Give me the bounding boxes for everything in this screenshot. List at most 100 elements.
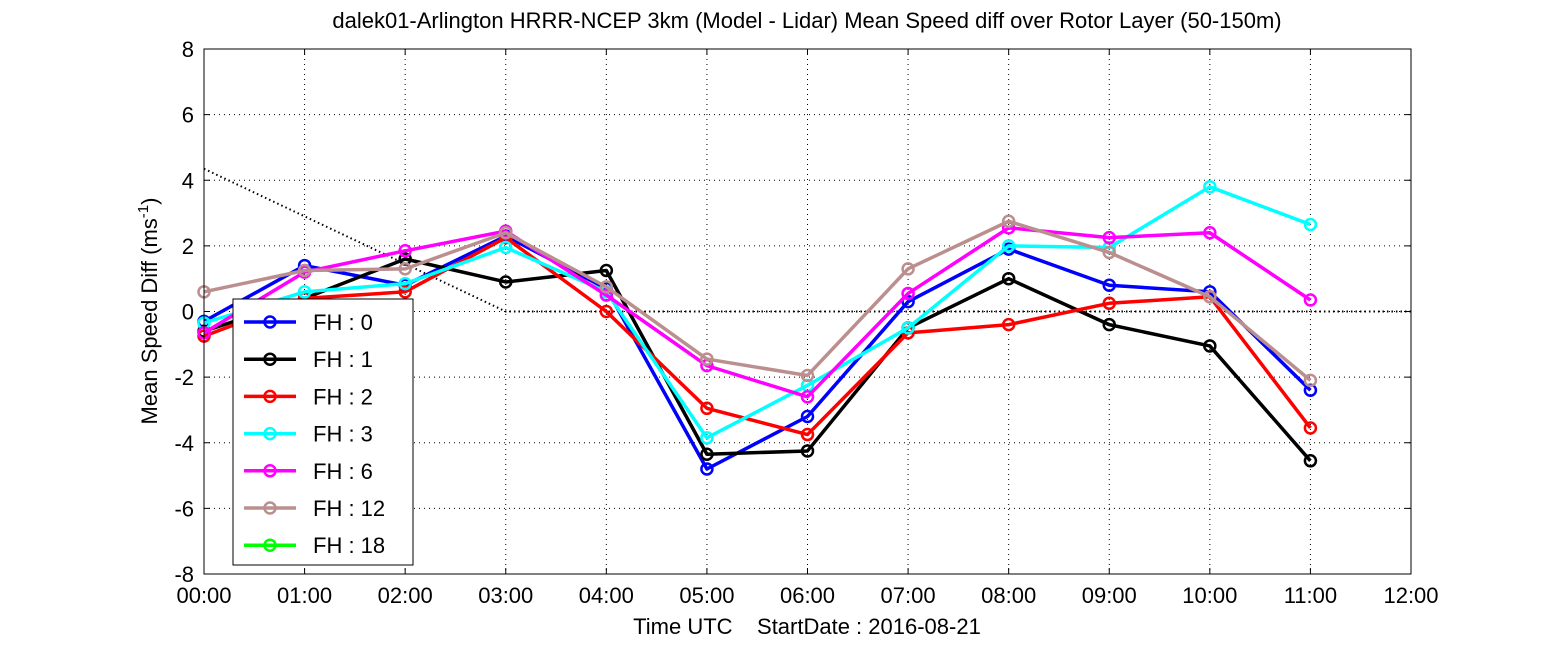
- data-point: [1001, 239, 1016, 253]
- data-point: [1303, 421, 1318, 435]
- chart-title: dalek01-Arlington HRRR-NCEP 3km (Model -…: [332, 8, 1281, 33]
- legend-item: FH : 2: [244, 384, 373, 409]
- legend-item: FH : 1: [244, 347, 373, 372]
- data-point: [700, 401, 714, 416]
- x-tick-label: 04:00: [579, 583, 634, 608]
- data-point: [800, 427, 815, 442]
- x-tick-label: 11:00: [1284, 583, 1337, 608]
- y-axis-label: Mean Speed Diff (ms-1): [135, 198, 162, 425]
- data-point: [1203, 180, 1217, 194]
- legend-item: FH : 0: [244, 310, 373, 335]
- data-point: [901, 286, 915, 301]
- legend-swatch-marker: [263, 501, 277, 515]
- data-point: [398, 285, 412, 299]
- legend-label: FH : 6: [313, 459, 373, 484]
- data-point: [1303, 454, 1318, 468]
- series-line: [203, 219, 1312, 382]
- data-point: [599, 280, 614, 294]
- data-point: [499, 226, 513, 240]
- y-tick-label: 2: [182, 234, 194, 259]
- series-layer: [197, 180, 1318, 476]
- x-tick-label: 10:00: [1182, 583, 1237, 608]
- x-tick-label: 09:00: [1082, 583, 1137, 608]
- reference-polyline: [203, 167, 1411, 313]
- y-tick-label: 4: [182, 168, 194, 193]
- data-point: [1001, 214, 1016, 229]
- x-tick-label: 08:00: [981, 583, 1036, 608]
- data-point: [700, 462, 714, 476]
- data-point: [800, 444, 815, 458]
- data-point: [700, 352, 714, 366]
- y-axis: -8 -6 -4 -2 0 2 4 6 8: [174, 37, 1411, 587]
- data-point: [1303, 217, 1318, 232]
- y-tick-label: -6: [174, 496, 194, 521]
- data-point: [398, 244, 412, 258]
- data-point: [599, 304, 614, 319]
- y-tick-label: 0: [182, 300, 194, 325]
- reference-line: [203, 167, 1411, 313]
- data-point: [1303, 293, 1318, 307]
- legend-label: FH : 3: [313, 422, 373, 447]
- data-point: [901, 321, 915, 335]
- series-line: [203, 235, 1312, 437]
- y-axis-label-sup: -1: [135, 205, 152, 218]
- legend-swatch-marker: [263, 538, 277, 552]
- data-point: [1102, 230, 1116, 245]
- data-point: [1102, 278, 1116, 292]
- legend-swatch-marker: [263, 352, 277, 366]
- data-point: [901, 294, 915, 309]
- series-line: [203, 234, 1312, 471]
- data-point: [499, 275, 513, 289]
- x-axis: 00:00 01:00 02:00 03:00 04:00 05:00 06:00 07:00…: [176, 49, 1439, 608]
- data-point: [1203, 339, 1217, 353]
- data-point: [1001, 317, 1016, 332]
- legend-item: FH : 3: [244, 422, 373, 447]
- data-point: [398, 262, 412, 276]
- data-point: [1102, 317, 1116, 332]
- data-point: [599, 263, 614, 278]
- x-tick-label: 07:00: [881, 583, 936, 608]
- x-tick-label: 01:00: [277, 583, 332, 608]
- data-point: [297, 263, 312, 278]
- legend-item: FH : 6: [244, 459, 373, 484]
- legend: FH : 0 FH : 1 FH : 2 FH : 3 FH : 6 FH : 12 FH …: [232, 298, 414, 566]
- data-point: [1203, 226, 1217, 240]
- data-point: [901, 262, 915, 276]
- data-point: [1203, 289, 1217, 304]
- y-axis-label-main: Mean Speed Diff (ms: [137, 218, 162, 424]
- legend-label: FH : 18: [313, 533, 385, 558]
- legend-swatch-marker: [263, 426, 277, 441]
- data-point: [499, 240, 513, 255]
- legend-label: FH : 2: [313, 384, 373, 409]
- legend-item: FH : 18: [244, 533, 385, 558]
- x-axis-label: Time UTC StartDate : 2016-08-21: [633, 614, 981, 639]
- series-line: [203, 257, 1312, 462]
- data-point: [599, 288, 614, 302]
- x-tick-label: 02:00: [378, 583, 433, 608]
- data-point: [800, 409, 815, 424]
- x-tick-label: 03:00: [478, 583, 533, 608]
- data-point: [700, 431, 714, 445]
- data-point: [398, 276, 412, 291]
- y-tick-label: 8: [182, 37, 194, 62]
- legend-swatch-marker: [263, 464, 277, 478]
- legend-label: FH : 0: [313, 310, 373, 335]
- data-point: [1303, 373, 1318, 388]
- data-point: [700, 447, 714, 461]
- y-tick-label: 6: [182, 103, 194, 128]
- legend-swatch-marker: [263, 389, 277, 404]
- y-tick-label: -2: [174, 365, 194, 390]
- data-point: [1001, 271, 1016, 286]
- data-point: [800, 390, 815, 404]
- data-point: [800, 368, 815, 383]
- x-tick-label: 12:00: [1383, 583, 1438, 608]
- y-tick-label: -8: [174, 562, 194, 587]
- data-point: [1102, 296, 1116, 311]
- x-tick-label: 05:00: [679, 583, 734, 608]
- data-point: [1102, 245, 1116, 260]
- series-fh-12: [197, 214, 1318, 388]
- x-tick-label: 00:00: [176, 583, 231, 608]
- x-tick-label: 06:00: [780, 583, 835, 608]
- y-axis-label-close: ): [137, 198, 162, 205]
